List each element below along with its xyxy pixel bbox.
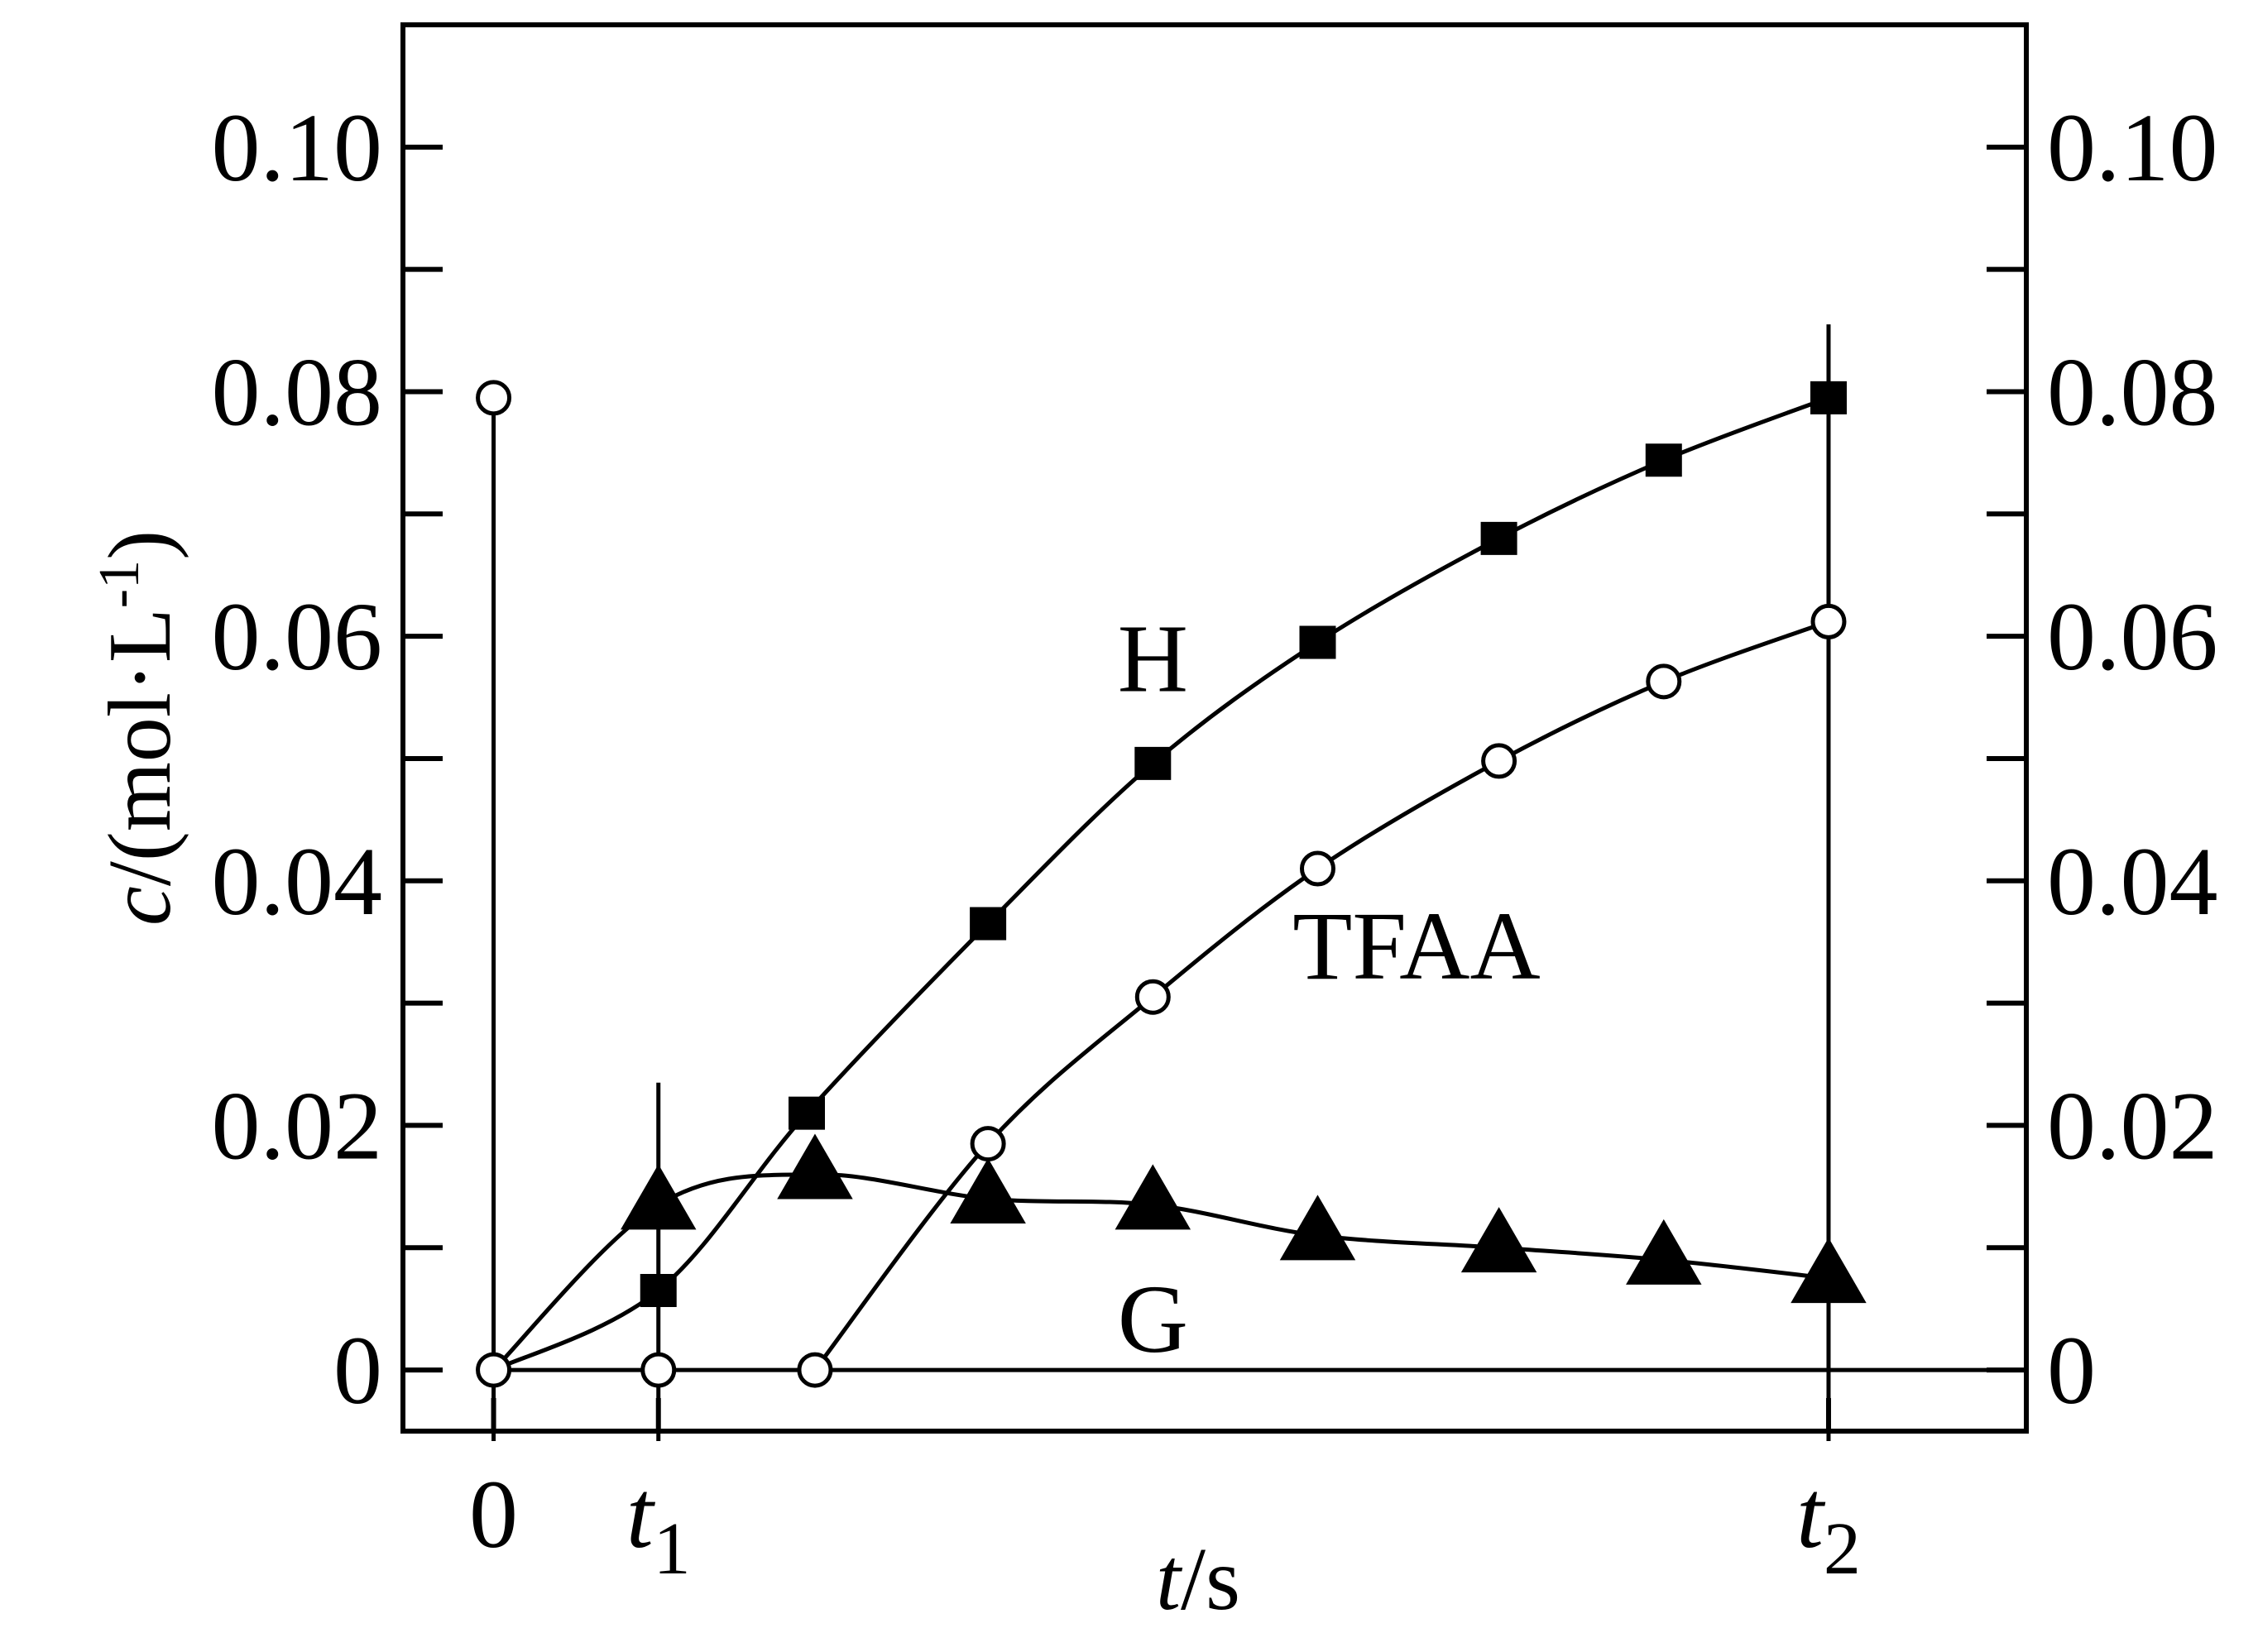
y-axis-title-symbol: c <box>91 886 189 926</box>
y-axis-ticks: 0 0 0.02 0.02 0.04 0.04 0.06 0.06 0.08 0.08 0.10 0.… <box>212 93 2218 1425</box>
point-tfaa <box>476 1352 512 1388</box>
point-g <box>1626 1219 1702 1285</box>
y-tick-label-left: 0.08 <box>212 338 383 446</box>
x-axis-title-unit: /s <box>1181 1530 1240 1629</box>
y-tick-label-right: 0.06 <box>2047 582 2218 691</box>
y-axis-title-exponent: -1 <box>88 560 151 608</box>
x-axis-title-symbol: t <box>1156 1530 1183 1629</box>
point-g <box>1460 1207 1537 1273</box>
point-h <box>970 907 1007 941</box>
x-axis-title: t/s <box>1156 1530 1240 1629</box>
y-tick-label-right: 0 <box>2047 1316 2096 1425</box>
point-tfaa <box>1810 603 1847 639</box>
x-tick-label-subscript: 1 <box>654 1508 691 1590</box>
point-h <box>1810 381 1847 414</box>
x-axis-ticks: 0 t1 t2 <box>469 1398 1861 1590</box>
point-g <box>950 1158 1026 1224</box>
y-tick-label-left: 0.04 <box>212 827 383 936</box>
point-tfaa <box>1134 979 1171 1015</box>
point-g <box>777 1133 853 1199</box>
x-tick-label-main: t <box>626 1460 656 1568</box>
plot-frame <box>400 22 2029 1434</box>
point-h <box>1299 625 1336 659</box>
point-g <box>1279 1195 1356 1261</box>
y-tick-label-right: 0.10 <box>2047 93 2218 202</box>
point-g <box>1115 1164 1191 1230</box>
point-h <box>1645 443 1682 477</box>
y-tick-label-right: 0.02 <box>2047 1071 2218 1180</box>
y-tick-label-left: 0.02 <box>212 1071 383 1180</box>
point-tfaa <box>1481 743 1517 779</box>
x-tick-label-subscript: 2 <box>1824 1508 1861 1590</box>
y-tick-label-right: 0.08 <box>2047 338 2218 446</box>
x-tick-label: t1 <box>626 1460 691 1590</box>
point-g <box>621 1164 697 1230</box>
curve-h <box>492 395 1829 1372</box>
point-h <box>789 1096 826 1130</box>
point-g <box>1791 1238 1867 1304</box>
x-tick-label: t2 <box>1796 1460 1861 1590</box>
y-tick-label-left: 0 <box>333 1316 382 1425</box>
x-tick-label: 0 <box>469 1460 518 1568</box>
series-label-g: G <box>1118 1265 1188 1373</box>
y-tick-label-left: 0.06 <box>212 582 383 691</box>
point-tfaa <box>1299 850 1335 887</box>
point-h <box>640 1274 677 1307</box>
y-tick-label-left: 0.10 <box>212 93 383 202</box>
point-tfaa <box>1646 663 1682 700</box>
point-h <box>1134 746 1172 780</box>
point-initial <box>476 380 512 416</box>
point-tfaa <box>797 1352 833 1388</box>
y-axis-title: c/(mol·L-1) <box>88 530 190 926</box>
point-h <box>1480 521 1517 555</box>
x-tick-label-main: 0 <box>469 1460 518 1568</box>
y-tick-label-right: 0.04 <box>2047 827 2218 936</box>
x-tick-label-main: t <box>1796 1460 1826 1568</box>
series-label-tfaa: TFAA <box>1292 892 1540 1000</box>
point-tfaa <box>970 1126 1006 1162</box>
series-labels: H TFAA G <box>1118 605 1541 1373</box>
series-markers <box>476 380 1867 1388</box>
series-label-h: H <box>1118 605 1188 713</box>
y-axis-title-close: ) <box>91 530 189 560</box>
minor-ticks <box>403 266 2026 1251</box>
point-tfaa <box>640 1352 677 1388</box>
y-axis-title-unit: /(mol·L <box>91 608 189 886</box>
